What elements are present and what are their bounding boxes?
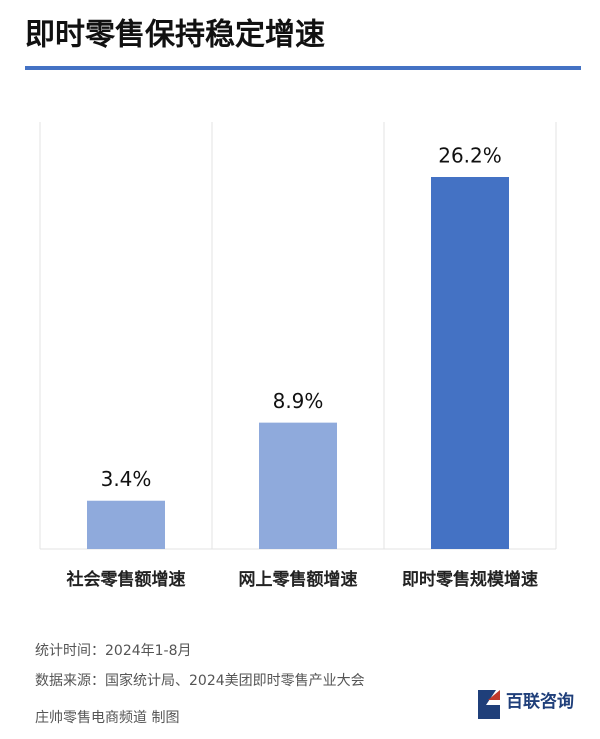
title-rule xyxy=(25,66,581,70)
chart-title: 即时零售保持稳定增速 xyxy=(25,18,325,53)
bar xyxy=(431,177,509,549)
value-label: 26.2% xyxy=(438,144,502,168)
logo: 百联咨询 xyxy=(478,690,574,719)
value-label: 3.4% xyxy=(101,467,152,491)
value-label: 8.9% xyxy=(273,389,324,413)
x-tick-label: 即时零售规模增速 xyxy=(402,569,538,590)
bar xyxy=(259,422,337,549)
logo-text: 百联咨询 xyxy=(506,691,574,712)
x-tick-label: 网上零售额增速 xyxy=(239,569,358,590)
footer-source: 数据来源：国家统计局、2024美团即时零售产业大会 xyxy=(35,672,365,689)
x-tick-label: 社会零售额增速 xyxy=(66,569,186,590)
bar xyxy=(87,500,165,549)
footer-credit: 庄帅零售电商频道 制图 xyxy=(35,709,179,726)
footer-period: 统计时间：2024年1-8月 xyxy=(35,643,192,659)
plot: 社会零售额增速 3.4% 网上零售额增速 8.9% 即时零售规模增速 26.2% xyxy=(39,122,557,590)
